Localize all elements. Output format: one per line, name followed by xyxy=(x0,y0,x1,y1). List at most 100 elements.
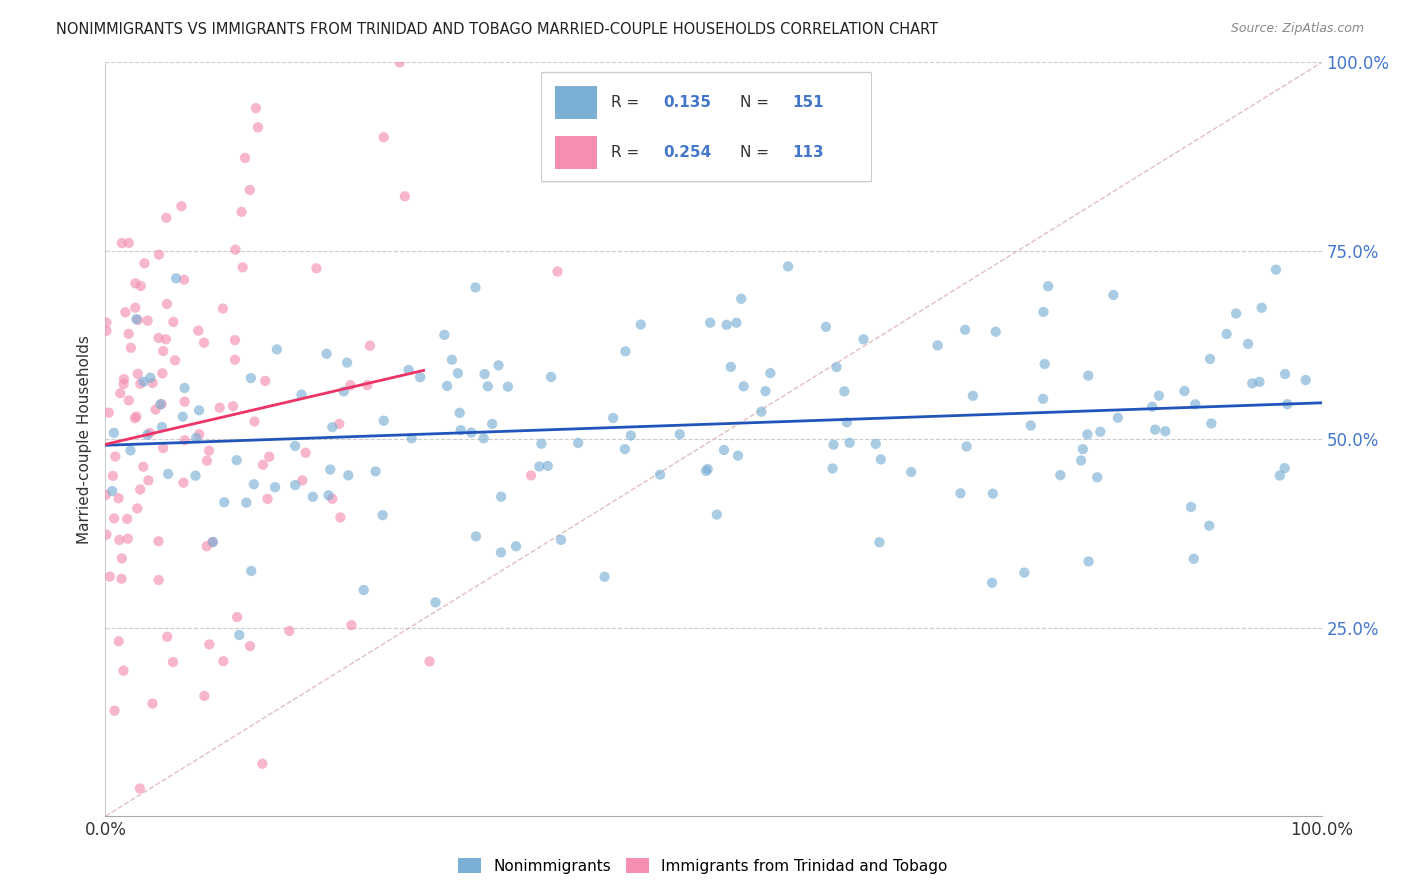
Point xyxy=(173,475,195,490)
Point xyxy=(1225,306,1247,320)
Point xyxy=(226,610,249,624)
Point xyxy=(184,468,207,483)
Point xyxy=(278,624,301,638)
Point xyxy=(546,264,568,278)
Point xyxy=(228,628,250,642)
Point xyxy=(706,508,728,522)
Point xyxy=(318,488,340,502)
Point xyxy=(337,468,360,483)
Point xyxy=(650,467,672,482)
Point xyxy=(96,316,118,330)
Point xyxy=(1180,500,1202,514)
Point xyxy=(373,130,395,145)
Point xyxy=(1274,461,1296,475)
Point xyxy=(1277,397,1299,411)
Point xyxy=(201,535,224,549)
Point xyxy=(172,409,194,424)
Point xyxy=(112,372,135,386)
Point xyxy=(720,359,742,374)
Point xyxy=(239,371,262,385)
Point xyxy=(233,151,256,165)
Point xyxy=(440,352,463,367)
Point xyxy=(725,316,748,330)
Point xyxy=(104,450,127,464)
Point xyxy=(101,468,124,483)
Point xyxy=(984,325,1007,339)
Point xyxy=(825,360,848,375)
Point xyxy=(148,573,170,587)
Point xyxy=(401,431,423,445)
Point xyxy=(1090,425,1112,439)
Point xyxy=(1142,400,1164,414)
Point xyxy=(173,394,195,409)
Point xyxy=(107,634,129,648)
Point xyxy=(1249,375,1271,389)
Point xyxy=(156,297,179,311)
Point xyxy=(530,436,553,450)
Point xyxy=(852,332,875,346)
Point xyxy=(254,374,277,388)
Point xyxy=(567,436,589,450)
Point xyxy=(668,427,690,442)
Point xyxy=(1215,326,1237,341)
Point xyxy=(212,495,235,509)
Point xyxy=(1274,367,1296,381)
Point xyxy=(127,313,149,327)
Point xyxy=(1077,554,1099,568)
Point xyxy=(481,417,503,431)
Point xyxy=(132,459,155,474)
Point xyxy=(339,378,361,392)
Point xyxy=(1070,453,1092,467)
Point xyxy=(1173,384,1195,398)
Point xyxy=(716,318,738,332)
Point xyxy=(247,120,270,135)
Point xyxy=(474,367,496,381)
Point xyxy=(142,376,165,390)
Point xyxy=(949,486,972,500)
Point xyxy=(111,551,134,566)
Point xyxy=(614,344,637,359)
Point xyxy=(1182,551,1205,566)
Point xyxy=(962,389,984,403)
Point xyxy=(188,427,211,442)
Point xyxy=(148,331,170,345)
Point xyxy=(869,452,891,467)
Point xyxy=(1144,423,1167,437)
Point xyxy=(1107,410,1129,425)
Point xyxy=(1014,566,1036,580)
Point xyxy=(195,453,218,467)
Point xyxy=(193,689,215,703)
Point xyxy=(1071,442,1094,457)
Point xyxy=(284,478,307,492)
Point xyxy=(152,441,174,455)
Point xyxy=(235,495,257,509)
Point xyxy=(125,409,148,424)
Point xyxy=(138,474,160,488)
Point xyxy=(294,446,316,460)
Point xyxy=(98,569,121,583)
Point xyxy=(593,570,616,584)
Point xyxy=(1076,427,1098,442)
Point xyxy=(1033,357,1056,371)
Point xyxy=(419,654,441,668)
Point xyxy=(173,434,195,448)
Point xyxy=(224,352,246,367)
Point xyxy=(264,480,287,494)
Point xyxy=(127,501,149,516)
Point xyxy=(291,474,314,488)
Point xyxy=(118,326,141,341)
Point xyxy=(540,370,562,384)
Point xyxy=(256,491,278,506)
Legend: Nonimmigrants, Immigrants from Trinidad and Tobago: Nonimmigrants, Immigrants from Trinidad … xyxy=(453,852,953,880)
Point xyxy=(319,462,342,476)
Point xyxy=(321,420,343,434)
Point xyxy=(1250,301,1272,315)
Point xyxy=(157,467,180,481)
Point xyxy=(1265,262,1288,277)
Point xyxy=(124,301,146,315)
Point xyxy=(111,235,134,250)
Point xyxy=(733,379,755,393)
Point xyxy=(195,539,218,553)
Point xyxy=(713,442,735,457)
Point xyxy=(814,319,837,334)
